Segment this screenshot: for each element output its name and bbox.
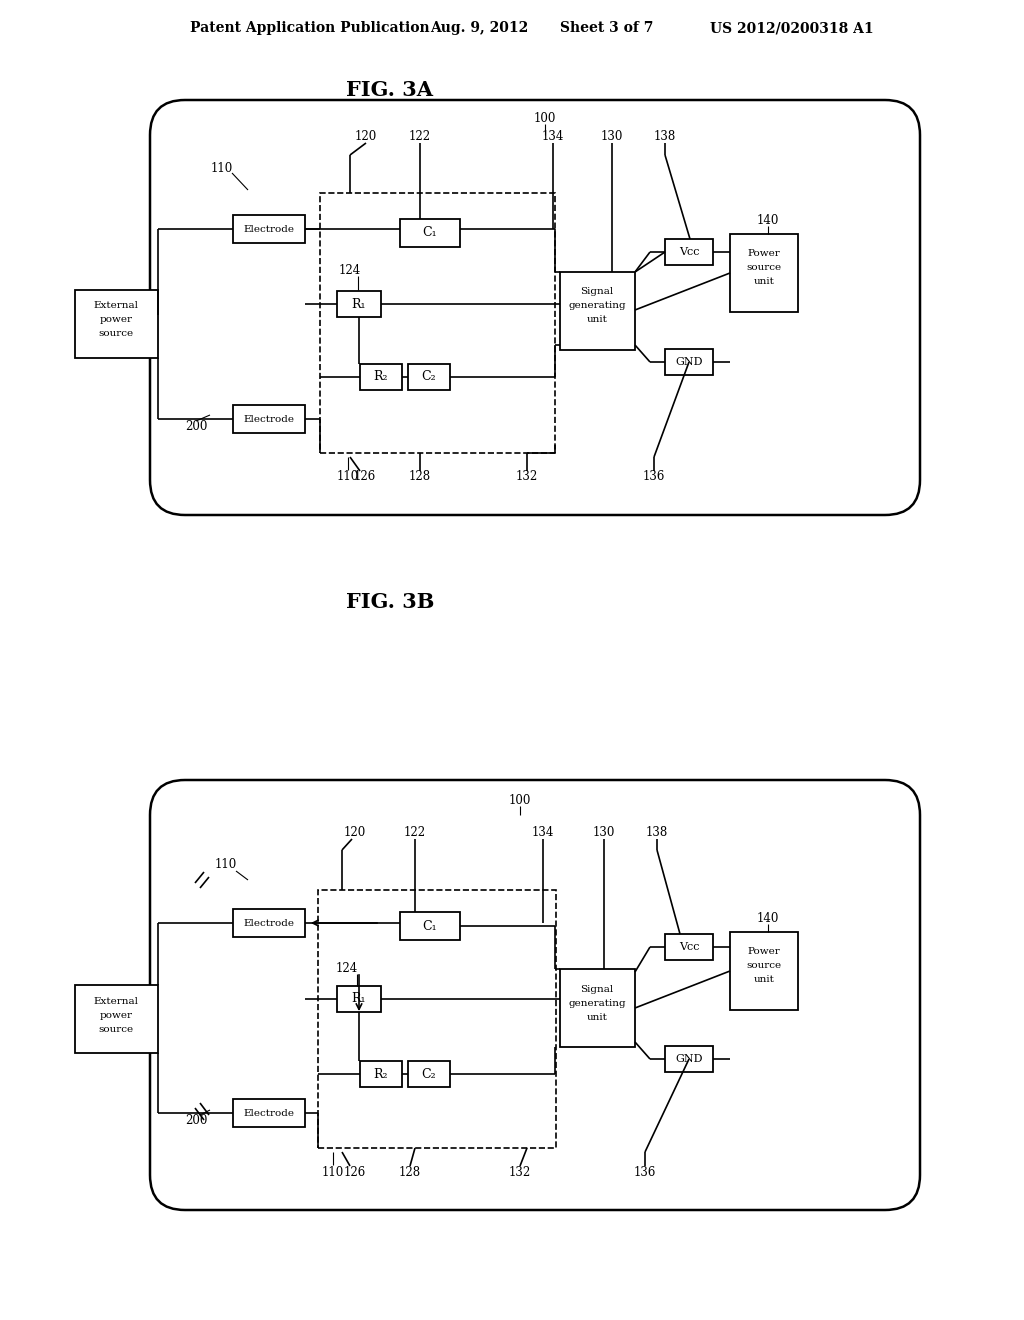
- Text: Electrode: Electrode: [244, 919, 295, 928]
- Text: source: source: [746, 961, 781, 970]
- FancyBboxPatch shape: [150, 780, 920, 1210]
- Text: 130: 130: [593, 826, 615, 840]
- Text: 138: 138: [654, 131, 676, 144]
- Text: generating: generating: [568, 301, 626, 310]
- Text: Patent Application Publication: Patent Application Publication: [190, 21, 430, 36]
- Text: 122: 122: [409, 131, 431, 144]
- Bar: [360, 364, 402, 389]
- Bar: [730, 234, 798, 312]
- Text: R₁: R₁: [352, 993, 367, 1006]
- Text: R₁: R₁: [352, 297, 367, 310]
- Text: power: power: [99, 1011, 132, 1019]
- Text: source: source: [98, 330, 133, 338]
- Text: External: External: [93, 997, 138, 1006]
- Text: power: power: [99, 315, 132, 325]
- Bar: [360, 1061, 402, 1086]
- Bar: [400, 219, 460, 247]
- Bar: [665, 348, 713, 375]
- Text: 140: 140: [757, 912, 779, 924]
- Text: 122: 122: [403, 826, 426, 840]
- Bar: [730, 932, 798, 1010]
- Text: unit: unit: [754, 975, 774, 985]
- Text: 200: 200: [184, 1114, 207, 1126]
- Text: FIG. 3B: FIG. 3B: [346, 591, 434, 612]
- Text: 110: 110: [337, 470, 359, 483]
- Text: External: External: [93, 301, 138, 310]
- FancyBboxPatch shape: [150, 100, 920, 515]
- Text: 124: 124: [336, 961, 358, 974]
- Bar: [337, 986, 381, 1012]
- Bar: [233, 909, 305, 937]
- Text: 100: 100: [534, 111, 556, 124]
- Text: 130: 130: [601, 131, 624, 144]
- Bar: [560, 272, 635, 350]
- Text: 132: 132: [516, 470, 539, 483]
- Text: 140: 140: [757, 214, 779, 227]
- Text: C₂: C₂: [422, 1068, 436, 1081]
- Text: C₁: C₁: [423, 227, 437, 239]
- Text: 110: 110: [322, 1166, 344, 1179]
- Text: 120: 120: [355, 131, 377, 144]
- Text: 136: 136: [634, 1166, 656, 1179]
- Text: 134: 134: [531, 826, 554, 840]
- Text: source: source: [98, 1024, 133, 1034]
- Text: Power: Power: [748, 249, 780, 259]
- Bar: [560, 969, 635, 1047]
- Bar: [233, 1100, 305, 1127]
- Text: 132: 132: [509, 1166, 531, 1179]
- Text: 138: 138: [646, 826, 668, 840]
- Text: 110: 110: [211, 161, 233, 174]
- Text: FIG. 3A: FIG. 3A: [346, 81, 433, 100]
- Text: Aug. 9, 2012: Aug. 9, 2012: [430, 21, 528, 36]
- Bar: [408, 364, 450, 389]
- Text: Electrode: Electrode: [244, 224, 295, 234]
- Text: Electrode: Electrode: [244, 1109, 295, 1118]
- Text: Power: Power: [748, 948, 780, 957]
- Text: Signal: Signal: [581, 288, 613, 297]
- Text: R₂: R₂: [374, 371, 388, 384]
- Text: 126: 126: [354, 470, 376, 483]
- Text: unit: unit: [587, 315, 607, 325]
- Text: GND: GND: [675, 356, 702, 367]
- Text: 128: 128: [409, 470, 431, 483]
- Bar: [408, 1061, 450, 1086]
- Text: 200: 200: [184, 421, 207, 433]
- Text: 136: 136: [643, 470, 666, 483]
- Text: Electrode: Electrode: [244, 414, 295, 424]
- Text: unit: unit: [754, 277, 774, 286]
- Bar: [319, 193, 555, 453]
- Text: US 2012/0200318 A1: US 2012/0200318 A1: [710, 21, 873, 36]
- Text: 100: 100: [509, 793, 531, 807]
- Text: source: source: [746, 264, 781, 272]
- Text: Vcc: Vcc: [679, 942, 699, 952]
- Text: C₁: C₁: [423, 920, 437, 932]
- Bar: [337, 290, 381, 317]
- Text: 126: 126: [344, 1166, 367, 1179]
- Bar: [233, 215, 305, 243]
- Text: 124: 124: [339, 264, 361, 276]
- Bar: [318, 890, 556, 1148]
- Text: 110: 110: [215, 858, 238, 871]
- Text: Signal: Signal: [581, 985, 613, 994]
- Bar: [233, 405, 305, 433]
- Text: generating: generating: [568, 998, 626, 1007]
- Bar: [400, 912, 460, 940]
- Text: Vcc: Vcc: [679, 247, 699, 257]
- Bar: [75, 290, 158, 358]
- Text: 120: 120: [344, 826, 367, 840]
- Text: GND: GND: [675, 1053, 702, 1064]
- Bar: [665, 239, 713, 265]
- Bar: [665, 1045, 713, 1072]
- Text: 134: 134: [542, 131, 564, 144]
- Text: 128: 128: [399, 1166, 421, 1179]
- Text: C₂: C₂: [422, 371, 436, 384]
- Bar: [665, 935, 713, 960]
- Bar: [75, 985, 158, 1053]
- Text: unit: unit: [587, 1012, 607, 1022]
- Text: R₂: R₂: [374, 1068, 388, 1081]
- Text: Sheet 3 of 7: Sheet 3 of 7: [560, 21, 653, 36]
